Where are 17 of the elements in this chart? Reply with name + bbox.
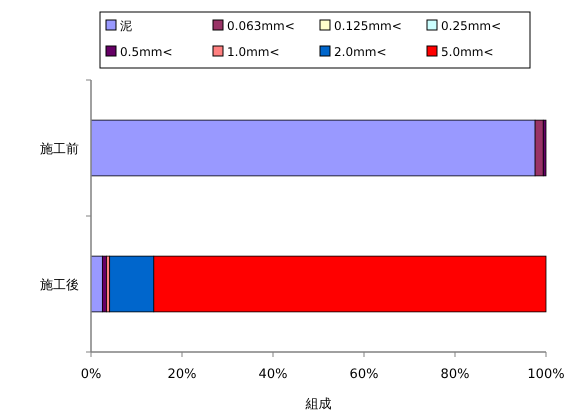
legend-label: 0.063mm< bbox=[227, 19, 295, 33]
legend-label: 0.5mm< bbox=[120, 45, 173, 59]
legend-label: 泥 bbox=[120, 19, 132, 33]
x-tick-label: 20% bbox=[168, 367, 196, 382]
x-tick-label: 0% bbox=[80, 367, 102, 382]
legend-label: 2.0mm< bbox=[334, 45, 387, 59]
x-axis-title: 組成 bbox=[304, 397, 332, 412]
legend-label: 5.0mm< bbox=[441, 45, 494, 59]
legend-label: 0.125mm< bbox=[334, 19, 402, 33]
x-tick-label: 60% bbox=[350, 367, 378, 382]
legend-label: 0.25mm< bbox=[441, 19, 502, 33]
x-tick-label: 80% bbox=[440, 367, 470, 382]
x-tick-label: 100% bbox=[527, 367, 565, 382]
y-tick-label: 施工後 bbox=[40, 278, 79, 293]
legend-label: 1.0mm< bbox=[227, 45, 280, 59]
x-tick-label: 40% bbox=[258, 367, 288, 382]
y-tick-label: 施工前 bbox=[40, 142, 79, 157]
